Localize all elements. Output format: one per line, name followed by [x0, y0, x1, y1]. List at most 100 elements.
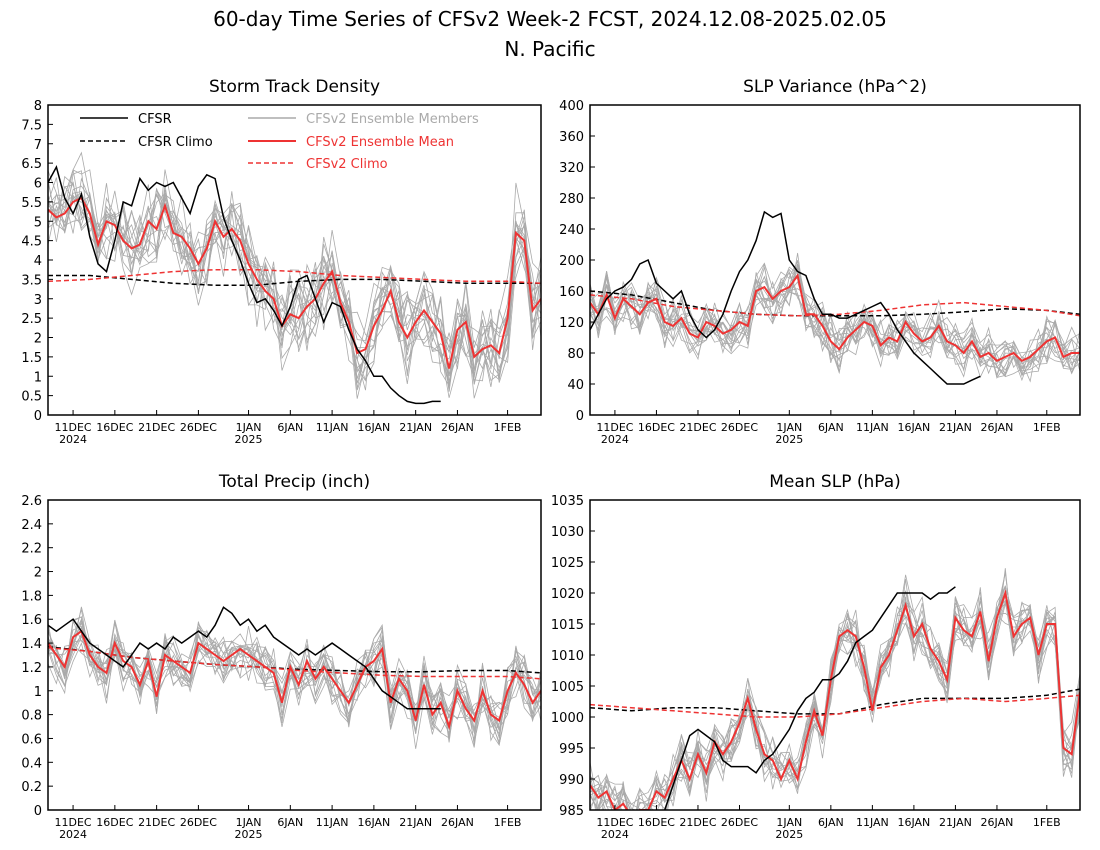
x-tick-label: 21JAN	[939, 816, 972, 829]
y-tick-label: 360	[559, 130, 584, 145]
x-tick-label: 26JAN	[981, 421, 1014, 434]
series-line-cfsr	[48, 606, 441, 710]
x-tick-year-label: 2025	[775, 828, 803, 841]
y-tick-label: 1010	[551, 649, 584, 664]
y-tick-label: 0	[34, 804, 42, 819]
x-tick-label: 16DEC	[96, 816, 133, 829]
y-tick-label: 2.2	[21, 542, 42, 557]
panel-title: Storm Track Density	[209, 77, 380, 97]
y-tick-label: 200	[559, 254, 584, 269]
x-tick-label: 16JAN	[897, 816, 930, 829]
y-tick-label: 1.5	[21, 351, 42, 366]
ensemble-member-line	[48, 170, 541, 370]
ensemble-member-line	[590, 603, 1080, 810]
x-tick-label: 16JAN	[357, 421, 390, 434]
series-line-cfsr	[663, 586, 956, 810]
y-tick-label: 2	[34, 332, 42, 347]
ensemble-member-line	[590, 574, 1080, 810]
x-tick-label: 11JAN	[856, 421, 889, 434]
ensemble-members	[590, 568, 1080, 810]
ensemble-member-line	[590, 599, 1080, 810]
y-tick-label: 160	[559, 285, 584, 300]
y-tick-label: 1.4	[21, 637, 42, 652]
legend-label-ens-mean: CFSv2 Ensemble Mean	[306, 135, 454, 150]
y-tick-label: 0	[34, 409, 42, 424]
legend-label-cfsr: CFSR	[138, 112, 172, 127]
ensemble-member-line	[590, 252, 1080, 378]
x-tick-year-label: 2025	[235, 828, 263, 841]
y-tick-label: 0.8	[21, 709, 42, 724]
y-tick-label: 280	[559, 192, 584, 207]
series-line-ens-mean	[590, 589, 1080, 810]
y-tick-label: 2.6	[21, 494, 42, 509]
x-tick-year-label: 2025	[235, 433, 263, 446]
y-tick-label: 3	[34, 293, 42, 308]
ensemble-member-line	[590, 592, 1080, 810]
y-tick-label: 320	[559, 161, 584, 176]
y-tick-label: 990	[559, 773, 584, 788]
x-tick-label: 21DEC	[679, 816, 716, 829]
y-tick-label: 7	[34, 138, 42, 153]
y-tick-label: 1020	[551, 587, 584, 602]
x-tick-label: 1FEB	[1033, 816, 1061, 829]
x-tick-label: 1JAN	[776, 816, 802, 829]
y-tick-label: 120	[559, 316, 584, 331]
y-tick-label: 0.2	[21, 780, 42, 795]
panel-title: Mean SLP (hPa)	[769, 472, 901, 492]
x-tick-label: 26JAN	[981, 816, 1014, 829]
legend-label-cfsv2-climo: CFSv2 Climo	[306, 157, 388, 172]
x-tick-label: 21JAN	[399, 421, 432, 434]
x-tick-label: 1JAN	[236, 816, 262, 829]
ensemble-member-line	[48, 609, 541, 746]
x-tick-label: 1JAN	[236, 421, 262, 434]
x-tick-year-label: 2025	[775, 433, 803, 446]
legend-label-members: CFSv2 Ensemble Members	[306, 112, 479, 127]
y-tick-label: 1	[34, 685, 42, 700]
y-tick-label: 1035	[551, 494, 584, 509]
x-tick-label: 16JAN	[897, 421, 930, 434]
x-tick-label: 11JAN	[856, 816, 889, 829]
ensemble-member-line	[48, 185, 541, 379]
x-tick-label: 21DEC	[138, 421, 175, 434]
x-tick-label: 6JAN	[277, 421, 303, 434]
y-tick-label: 985	[559, 804, 584, 819]
y-tick-label: 5	[34, 215, 42, 230]
series-line-cfsr	[48, 164, 441, 405]
y-tick-label: 80	[567, 347, 584, 362]
y-tick-label: 7.5	[21, 118, 42, 133]
y-tick-label: 400	[559, 99, 584, 114]
x-tick-label: 26DEC	[180, 816, 217, 829]
x-tick-label: 26DEC	[180, 421, 217, 434]
y-tick-label: 2.4	[21, 518, 42, 533]
ensemble-member-line	[590, 591, 1080, 810]
y-tick-label: 0.4	[21, 756, 42, 771]
x-tick-label: 6JAN	[277, 816, 303, 829]
figure-title: 60-day Time Series of CFSv2 Week-2 FCST,…	[213, 7, 887, 31]
y-tick-label: 4.5	[21, 235, 42, 250]
y-tick-label: 995	[559, 742, 584, 757]
x-tick-label: 21JAN	[939, 421, 972, 434]
y-tick-label: 240	[559, 223, 584, 238]
ensemble-member-line	[590, 585, 1080, 810]
x-tick-label: 1JAN	[776, 421, 802, 434]
x-tick-label: 11DEC	[596, 816, 633, 829]
ensemble-member-line	[48, 191, 541, 384]
ensemble-members	[48, 151, 541, 399]
series-line-ens-mean	[48, 196, 541, 369]
y-tick-label: 1.8	[21, 589, 42, 604]
y-tick-label: 1025	[551, 556, 584, 571]
x-tick-label: 1FEB	[494, 421, 522, 434]
y-tick-label: 4	[34, 254, 42, 269]
series-line-cfsv2-climo	[48, 647, 541, 680]
x-tick-year-label: 2024	[59, 828, 87, 841]
y-tick-label: 1	[34, 370, 42, 385]
chart-panel-4: Mean SLP (hPa) 985 990 995 1000 1005 1010 1015 1…	[551, 472, 1081, 841]
x-tick-label: 21JAN	[399, 816, 432, 829]
plot-frame	[47, 499, 542, 811]
y-tick-label: 1005	[551, 680, 584, 695]
ensemble-member-line	[590, 594, 1080, 810]
y-tick-label: 1015	[551, 618, 584, 633]
series-line-cfsr	[590, 210, 981, 385]
ensemble-member-line	[48, 177, 541, 399]
y-tick-label: 2	[34, 566, 42, 581]
